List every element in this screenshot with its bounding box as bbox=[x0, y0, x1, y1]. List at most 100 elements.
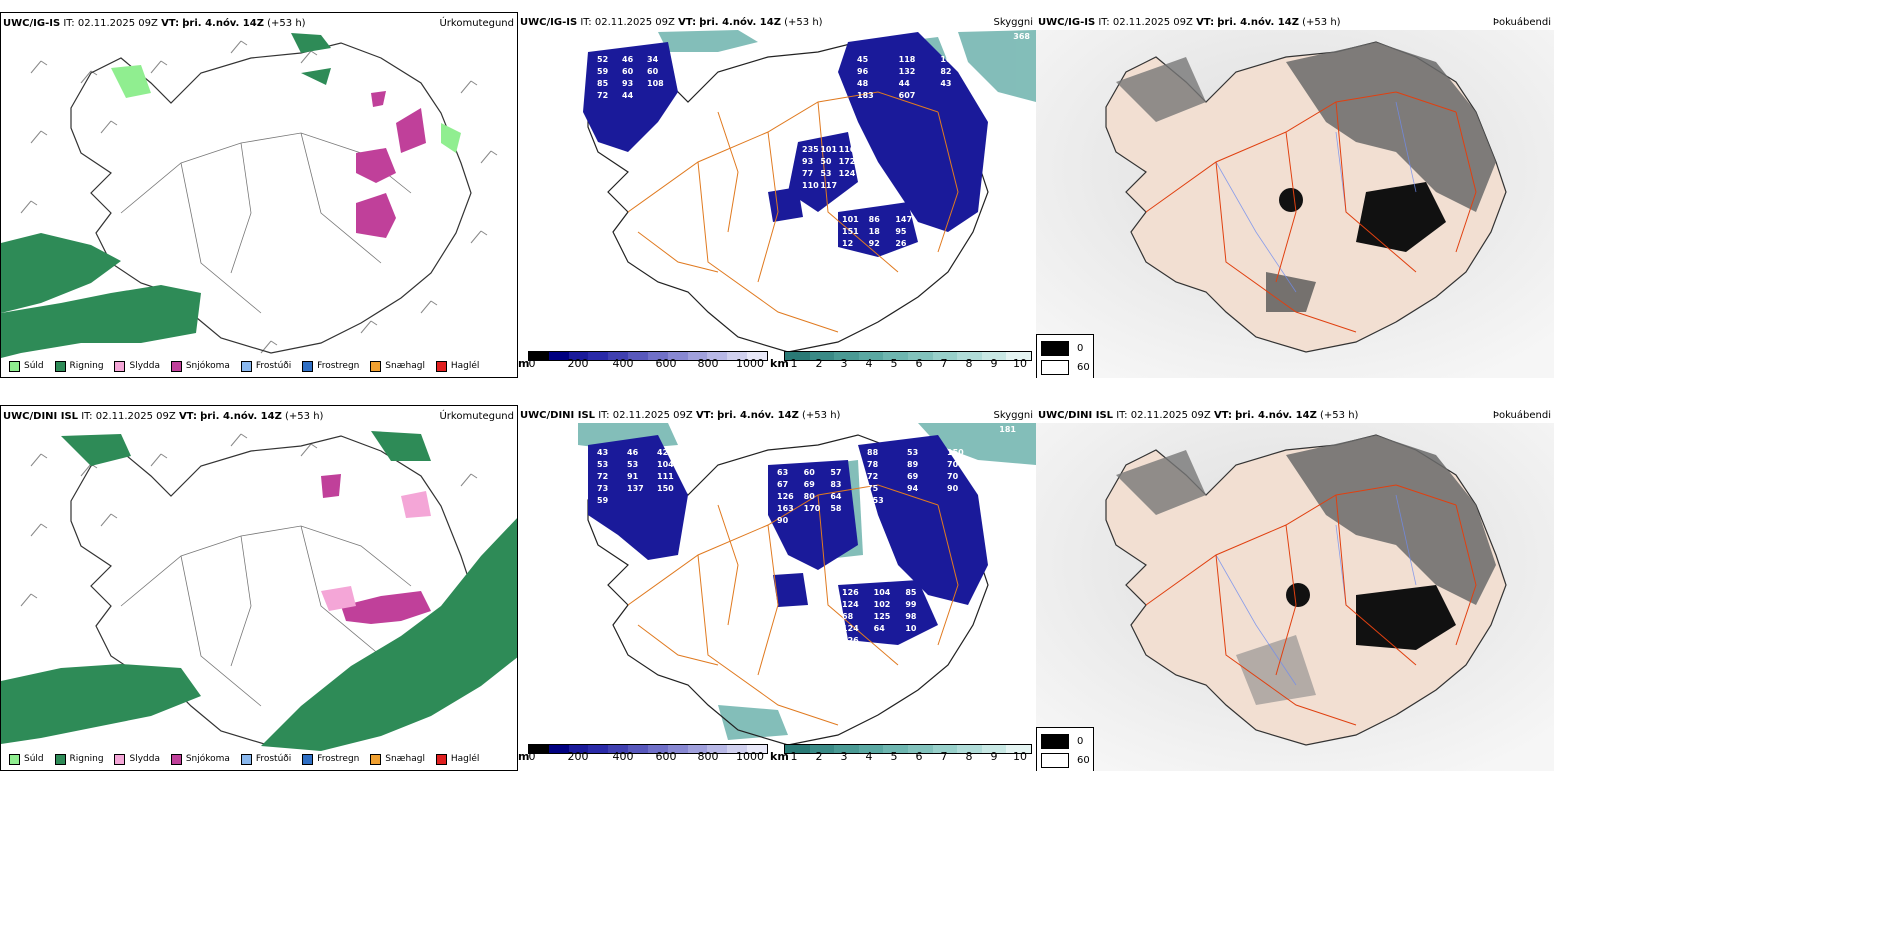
colorbar-swatch bbox=[707, 745, 728, 753]
cloud-ceiling-labels: 52 46 34 59 60 60 85 93 108 72 44 45 118 108 96 132 82 48… bbox=[597, 55, 957, 248]
visibility-tick: 6 bbox=[915, 750, 923, 763]
cloud-ceiling-label: 104 bbox=[657, 460, 674, 469]
precip-rain-areas bbox=[1, 33, 331, 358]
iceland-outline bbox=[587, 41, 989, 353]
cloud-ceiling-label: 68 bbox=[842, 612, 854, 621]
legend-swatch bbox=[9, 753, 20, 765]
colorbar-swatch bbox=[529, 745, 549, 753]
it-label: IT: bbox=[1098, 17, 1110, 28]
ceiling-tick: 200 bbox=[567, 357, 589, 370]
it-label: IT: bbox=[1116, 410, 1128, 421]
roads bbox=[627, 91, 959, 333]
visibility-unit: km bbox=[770, 750, 789, 763]
colorbar-swatch bbox=[907, 352, 933, 360]
legend-swatch bbox=[435, 360, 447, 372]
precip-snow-areas bbox=[356, 91, 426, 238]
colorbar-swatch bbox=[932, 745, 958, 753]
cloud-ceiling-label: 124 bbox=[839, 169, 856, 178]
model-name: UWC/DINI ISL bbox=[1038, 410, 1114, 421]
colorbar-swatch bbox=[858, 352, 884, 360]
visibility-tick: 9 bbox=[990, 750, 998, 763]
cloud-ceiling-label: 95 bbox=[895, 227, 907, 236]
visibility-panel-bottom: UWC/DINI ISL IT: 02.11.2025 09Z VT: þri.… bbox=[518, 405, 1036, 771]
cloud-ceiling-label: 78 bbox=[867, 460, 879, 469]
legend-swatch bbox=[240, 753, 252, 765]
colorbar-swatch bbox=[1006, 352, 1031, 360]
legend-swatch bbox=[170, 753, 182, 765]
cloud-ceiling-label: 172 bbox=[839, 157, 856, 166]
visibility-tick: 10 bbox=[1013, 750, 1027, 763]
roads bbox=[1145, 484, 1477, 726]
cloud-ceiling-label: 118 bbox=[899, 55, 916, 64]
fog-index-panel-bottom: UWC/DINI ISL IT: 02.11.2025 09Z VT: þri.… bbox=[1036, 405, 1554, 771]
colorbar-swatch bbox=[628, 745, 648, 753]
visibility-tick: 8 bbox=[965, 357, 973, 370]
colorbar-swatch bbox=[647, 352, 668, 360]
lead-time: (+53 h) bbox=[267, 18, 306, 29]
cloud-ceiling-label: 102 bbox=[874, 600, 891, 609]
cloud-ceiling-label: 50 bbox=[820, 157, 832, 166]
ceiling-tick: 200 bbox=[567, 750, 589, 763]
cloud-ceiling-label: 96 bbox=[857, 67, 869, 76]
fog-legend-item: 60 bbox=[1041, 360, 1090, 375]
corner-value: 368 bbox=[1013, 32, 1030, 41]
cloud-ceiling-label: 116 bbox=[839, 145, 856, 154]
cloud-ceiling-label: 108 bbox=[647, 79, 664, 88]
cloud-ceiling-label: 60 bbox=[804, 468, 816, 477]
visibility-tick: 7 bbox=[940, 750, 948, 763]
it-label: IT: bbox=[598, 410, 610, 421]
ceiling-tick: 0 bbox=[528, 357, 536, 370]
cloud-ceiling-label: 80 bbox=[804, 492, 816, 501]
it-value: 02.11.2025 09Z bbox=[612, 410, 693, 421]
cloud-ceiling-label: 45 bbox=[857, 55, 869, 64]
panel-title: Þokuábendi bbox=[1492, 17, 1551, 28]
ceiling-tick: 800 bbox=[697, 357, 719, 370]
colorbar-swatch bbox=[687, 745, 708, 753]
vt-value: þri. 4.nóv. 14Z bbox=[1217, 17, 1299, 28]
cloud-ceiling-label: 125 bbox=[874, 612, 891, 621]
legend-item: Súld bbox=[9, 355, 44, 377]
visibility-tick: 7 bbox=[940, 357, 948, 370]
legend-swatch bbox=[54, 753, 66, 765]
precip-map bbox=[1, 33, 498, 358]
cloud-ceiling-label: 88 bbox=[867, 448, 879, 457]
cloud-ceiling-label: 53 bbox=[627, 460, 638, 469]
visibility-tick: 5 bbox=[890, 357, 898, 370]
fog-legend-item: 60 bbox=[1041, 753, 1090, 768]
cloud-ceiling-label: 72 bbox=[597, 472, 608, 481]
cloud-ceiling-label: 91 bbox=[627, 472, 639, 481]
cloud-ceiling-label: 42 bbox=[657, 448, 668, 457]
legend-item: Snjókoma bbox=[170, 748, 230, 770]
legend-swatch bbox=[114, 360, 126, 372]
fog-dark-areas bbox=[1116, 42, 1496, 312]
it-value: 02.11.2025 09Z bbox=[1130, 410, 1211, 421]
visibility-tick: 5 bbox=[890, 750, 898, 763]
legend-swatch bbox=[114, 753, 126, 765]
legend-swatch bbox=[170, 360, 182, 372]
cloud-ceiling-label: 10 bbox=[905, 624, 917, 633]
cloud-ceiling-label: 53 bbox=[597, 460, 608, 469]
wind-barbs bbox=[20, 433, 478, 607]
colorbar-swatch bbox=[529, 352, 549, 360]
cloud-ceiling-label: 101 bbox=[820, 145, 837, 154]
colorbar-swatch bbox=[785, 745, 810, 753]
cloud-ceiling-label: 63 bbox=[777, 468, 788, 477]
cloud-ceiling-label: 94 bbox=[907, 484, 919, 493]
cloud-ceiling-label: 111 bbox=[657, 472, 674, 481]
cloud-ceiling-label: 93 bbox=[622, 79, 633, 88]
vt-label: VT: bbox=[1213, 410, 1232, 421]
legend-swatch bbox=[435, 753, 447, 765]
ceiling-tick: 1000 bbox=[736, 750, 764, 763]
cloud-ceiling-label: 124 bbox=[842, 600, 859, 609]
colorbar-swatch bbox=[588, 352, 609, 360]
legend-item: Frostúði bbox=[240, 355, 291, 377]
ceiling-colorbar-swatches bbox=[528, 744, 768, 754]
cloud-ceiling-label: 72 bbox=[597, 91, 608, 100]
fog-legend-item: 0 bbox=[1041, 734, 1083, 749]
cloud-ceiling-label: 75 bbox=[867, 484, 879, 493]
visibility-tick: 3 bbox=[840, 357, 848, 370]
visibility-colorbar-swatches bbox=[784, 351, 1032, 361]
cloud-ceiling-label: 150 bbox=[947, 448, 964, 457]
colorbar-swatch bbox=[809, 352, 835, 360]
visibility-tick: 9 bbox=[990, 357, 998, 370]
